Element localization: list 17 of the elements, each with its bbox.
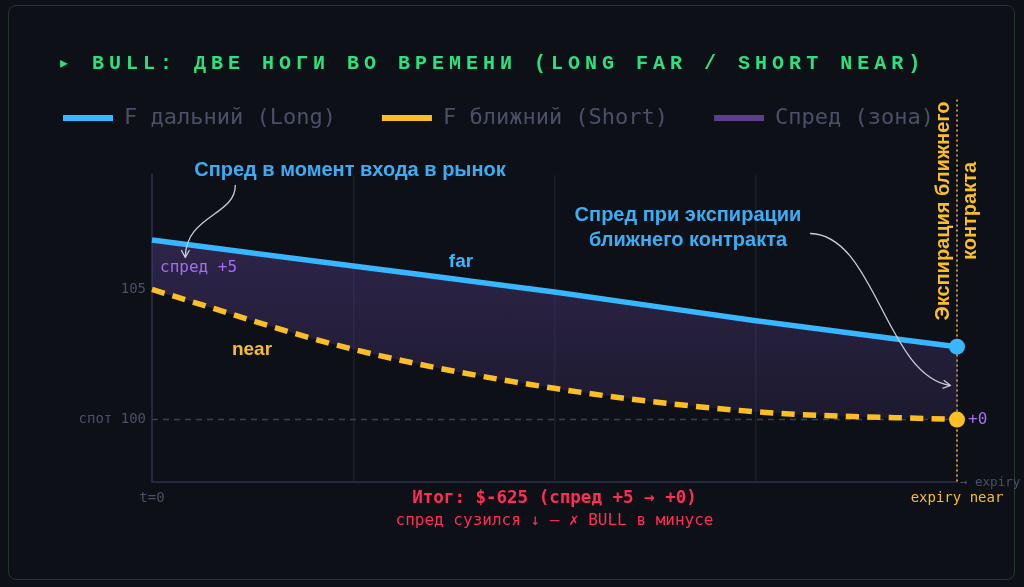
x-tick-label: expiry near: [910, 489, 1004, 506]
y-tick-label: 105: [120, 280, 146, 297]
legend-label: F ближний (Short): [442, 103, 669, 129]
annotation: Спред при экспирации ближнего контракта: [574, 203, 802, 251]
annotation: near: [231, 338, 273, 360]
legend-label: F дальний (Long): [124, 103, 336, 129]
text: спред сузился ↓ — ✗ BULL в минусе: [395, 510, 714, 530]
annotation: спред +5: [160, 257, 238, 277]
x-axis-title: → expiry: [960, 474, 1021, 490]
text: +0: [968, 409, 988, 429]
y-tick-label: 100: [120, 410, 146, 427]
x-tick-label: t=0: [139, 489, 165, 506]
annotation: far: [448, 250, 474, 272]
text: Итог: $-625 (спред +5 → +0): [412, 486, 697, 507]
annotation: Спред в момент входа в рынок: [194, 157, 507, 180]
chart-title: ▸ BULL: ДВЕ НОГИ ВО ВРЕМЕНИ (LONG FAR / SHORT NEAR): [58, 51, 926, 75]
ref-line-label: спот: [78, 410, 113, 427]
